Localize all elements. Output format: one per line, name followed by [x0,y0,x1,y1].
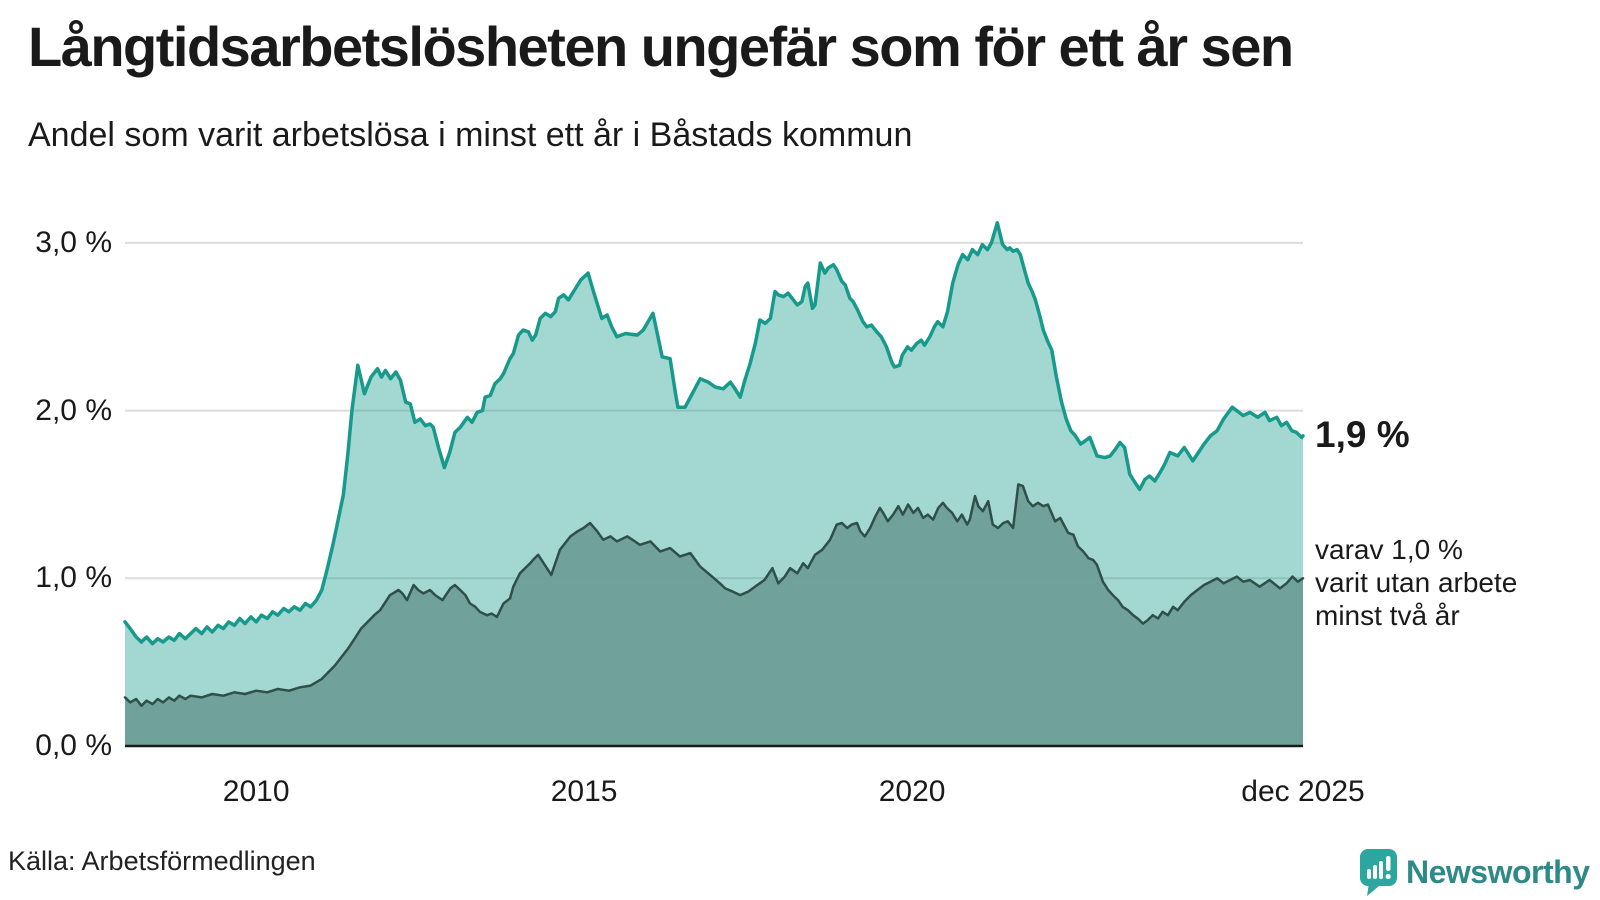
series-end-value-label: 1,9 % [1315,414,1410,455]
x-axis-tick-label: dec 2025 [1241,775,1365,808]
area-series-1 [125,484,1303,746]
newsworthy-brand-text: Newsworthy [1406,854,1590,890]
y-axis-tick-label: 1,0 % [35,561,112,595]
line-series-1 [123,483,1305,708]
line-series-0 [123,221,1305,646]
y-axis-tick-label: 2,0 % [35,393,112,427]
source-credit: Källa: Arbetsförmedlingen [8,846,316,876]
newsworthy-logo: Newsworthy [1360,849,1590,896]
x-axis-tick-label: 2015 [550,775,618,808]
series-annotation-label: varav 1,0 % varit utan arbete minst två … [1315,534,1518,631]
x-axis-tick-label: 2010 [222,775,290,808]
chart-subtitle: Andel som varit arbetslösa i minst ett å… [28,116,913,154]
y-axis-tick-label: 0,0 % [35,729,112,762]
y-axis-tick-label: 3,0 % [35,225,112,259]
newsworthy-bar-chart-bubble-icon [1360,849,1397,896]
x-axis-tick-label: 2020 [878,775,946,808]
page-title: Långtidsarbetslösheten ungefär som för e… [28,15,1294,78]
area-chart [123,221,1305,748]
